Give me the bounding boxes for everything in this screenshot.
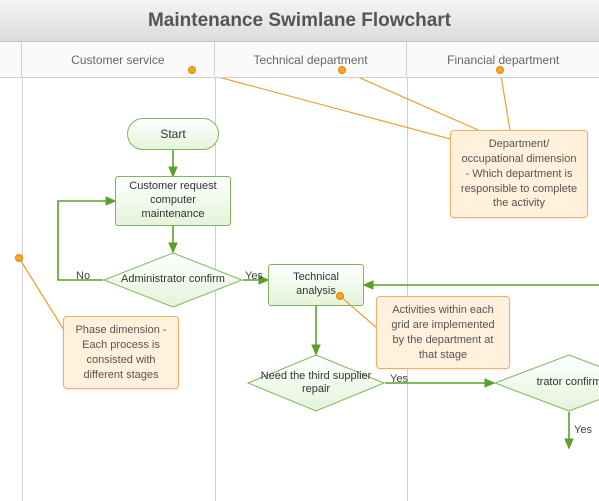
lane-technical-department: Technical department — [215, 42, 408, 77]
edge-label-no: No — [76, 270, 90, 282]
edge-label-yes: Yes — [245, 270, 263, 282]
lane-divider — [22, 78, 23, 501]
node-admin-confirm: Administrator confirm — [103, 252, 243, 308]
callout-grid-activities: Activities within each grid are implemen… — [376, 296, 510, 369]
pointer-dot — [188, 66, 196, 74]
edge-label-yes: Yes — [574, 424, 592, 436]
lane-customer-service: Customer service — [22, 42, 215, 77]
pointer-dot — [496, 66, 504, 74]
title-bar: Maintenance Swimlane Flowchart — [0, 0, 599, 42]
pointer-dot — [338, 66, 346, 74]
callout-department-dimension: Department/ occupational dimension - Whi… — [450, 130, 588, 218]
pointer-dot — [15, 254, 23, 262]
callout-phase-dimension: Phase dimension - Each process is consis… — [63, 316, 179, 389]
pointer-dot — [336, 292, 344, 300]
node-technical-analysis: Technical analysis — [268, 264, 364, 306]
lane-stub — [0, 42, 22, 77]
flow-canvas: Start Customer request computer maintena… — [0, 78, 599, 501]
page-title: Maintenance Swimlane Flowchart — [148, 10, 451, 32]
node-need-third-supplier: Need the third supplier repair — [247, 354, 385, 412]
node-customer-request: Customer request computer maintenance — [115, 176, 231, 226]
node-start: Start — [127, 118, 219, 150]
swimlane-header: Customer service Technical department Fi… — [0, 42, 599, 78]
edge-label-yes: Yes — [390, 373, 408, 385]
lane-divider — [407, 78, 408, 501]
